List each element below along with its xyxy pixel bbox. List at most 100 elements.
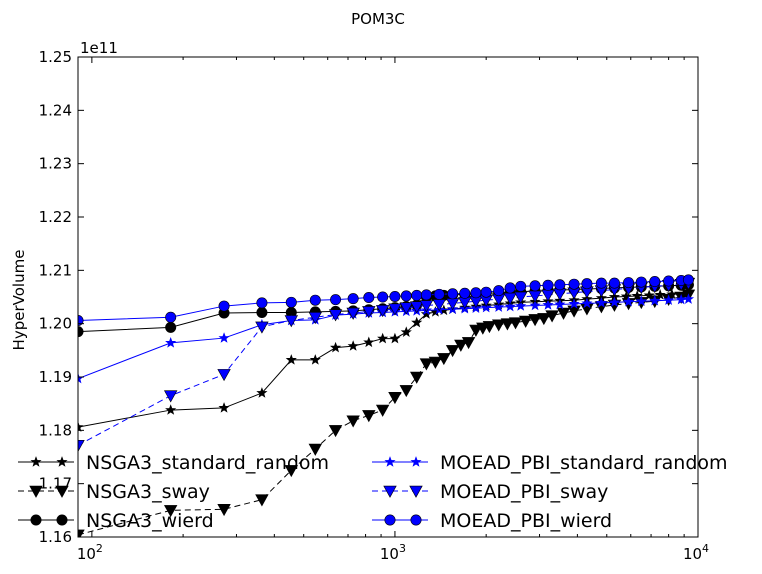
plot-frame — [77, 56, 699, 538]
data-point-nsga3-sway — [461, 337, 476, 350]
data-point-moead-pbi-wierd — [682, 274, 694, 286]
axes: 1.16 1.17 1.18 1.19 1.20 1.21 1.22 1.23 1.24 1.25… — [39, 48, 709, 563]
data-point-moead-pbi-sway — [328, 309, 343, 322]
data-point-nsga3-sway — [346, 415, 360, 428]
y-tick-label: 1.16 — [39, 528, 72, 546]
data-point-moead-pbi-wierd — [389, 290, 401, 302]
data-point-nsga3-sway — [362, 410, 376, 423]
data-point-moead-pbi-wierd — [347, 293, 359, 305]
data-point-moead-pbi-wierd — [330, 294, 342, 306]
data-point-moead-pbi-wierd — [400, 290, 412, 302]
data-point-moead-pbi-wierd — [411, 289, 423, 301]
data-point-moead-pbi-standard-random — [493, 301, 505, 312]
data-point-moead-pbi-sway — [255, 321, 269, 334]
data-point-moead-pbi-wierd — [256, 297, 268, 309]
data-point-moead-pbi-wierd — [493, 285, 505, 297]
data-point-moead-pbi-standard-random — [595, 297, 607, 308]
chart-title: POM3C — [351, 10, 405, 28]
data-point-moead-pbi-wierd — [515, 280, 527, 292]
data-point-nsga3-standard-random — [285, 354, 297, 365]
data-point-moead-pbi-wierd — [504, 282, 516, 294]
legend-item-nsga3-sway: NSGA3_sway — [18, 481, 210, 503]
data-point-nsga3-standard-random — [400, 326, 412, 337]
data-point-moead-pbi-sway — [388, 303, 402, 316]
data-point-nsga3-wierd — [165, 321, 177, 333]
data-point-moead-pbi-wierd — [377, 291, 389, 303]
legend-marker-nsga3-wierd — [56, 514, 68, 526]
data-point-nsga3-sway — [308, 443, 322, 456]
data-point-moead-pbi-standard-random — [635, 295, 647, 307]
data-point-nsga3-sway — [528, 314, 542, 327]
data-point-nsga3-sway — [437, 353, 451, 366]
data-point-moead-pbi-sway — [410, 301, 424, 314]
legend-item-nsga3-standard-random: NSGA3_standard_random — [18, 452, 329, 474]
data-point-moead-pbi-standard-random — [608, 296, 621, 308]
y-tick-label: 1.18 — [39, 421, 72, 439]
legend-label-nsga3-wierd: NSGA3_wierd — [86, 510, 214, 532]
data-point-moead-pbi-standard-random — [504, 300, 516, 312]
data-point-nsga3-standard-random — [165, 404, 177, 415]
data-point-nsga3-sway — [410, 371, 424, 384]
data-point-nsga3-standard-random — [377, 332, 389, 344]
y-tick-label: 1.20 — [39, 315, 72, 333]
legend-marker-nsga3-sway — [29, 485, 43, 498]
data-point-moead-pbi-wierd — [433, 288, 445, 300]
data-point-moead-pbi-wierd — [623, 277, 635, 289]
data-point-moead-pbi-standard-random — [663, 294, 675, 305]
data-point-nsga3-sway — [217, 504, 231, 517]
data-point-nsga3-sway — [469, 324, 483, 337]
legend-marker-nsga3-standard-random — [30, 456, 42, 467]
data-point-moead-pbi-wierd — [595, 277, 607, 289]
data-point-moead-pbi-standard-random — [568, 298, 580, 309]
data-point-nsga3-sway — [500, 318, 515, 331]
data-point-moead-pbi-wierd — [470, 287, 482, 299]
data-point-moead-pbi-standard-random — [529, 299, 541, 311]
legend-marker-moead-pbi-sway — [409, 485, 423, 498]
data-point-moead-pbi-wierd — [663, 275, 675, 287]
data-point-moead-pbi-sway — [163, 390, 178, 403]
data-point-moead-pbi-wierd — [480, 286, 492, 298]
data-point-nsga3-sway — [445, 345, 460, 358]
legend-item-nsga3-wierd: NSGA3_wierd — [18, 510, 214, 532]
data-point-moead-pbi-sway — [513, 291, 528, 304]
x-tick-label: 104 — [683, 542, 709, 563]
data-point-moead-pbi-standard-random — [622, 295, 635, 307]
data-point-nsga3-sway — [399, 385, 413, 398]
data-point-moead-pbi-standard-random — [581, 297, 593, 309]
data-point-nsga3-standard-random — [78, 421, 84, 432]
data-point-nsga3-sway — [78, 529, 85, 537]
data-point-nsga3-standard-random — [420, 308, 432, 319]
data-point-moead-pbi-wierd — [608, 277, 620, 289]
data-point-moead-pbi-standard-random — [480, 301, 492, 313]
legend-label-nsga3-sway: NSGA3_sway — [86, 481, 210, 503]
data-point-moead-pbi-sway — [362, 306, 376, 319]
data-point-nsga3-standard-random — [256, 387, 268, 398]
y-tick-label: 1.21 — [39, 261, 72, 279]
data-point-nsga3-sway — [428, 356, 443, 369]
data-point-nsga3-sway — [255, 494, 269, 507]
data-point-nsga3-standard-random — [309, 354, 321, 365]
legend-item-moead-pbi-standard-random: MOEAD_PBI_standard_random — [372, 452, 728, 474]
data-point-moead-pbi-sway — [419, 300, 434, 313]
data-point-moead-pbi-wierd — [542, 279, 554, 291]
data-point-nsga3-sway — [454, 339, 468, 352]
data-point-moead-pbi-standard-random — [165, 337, 177, 348]
legend-marker-nsga3-wierd — [30, 514, 42, 526]
data-point-nsga3-sway — [163, 505, 178, 518]
y-tick-label: 1.23 — [39, 155, 72, 173]
legend-label-moead-pbi-sway: MOEAD_PBI_sway — [440, 481, 608, 503]
data-point-nsga3-sway — [482, 321, 497, 334]
legend-item-moead-pbi-sway: MOEAD_PBI_sway — [372, 481, 608, 503]
legend-marker-moead-pbi-wierd — [410, 514, 422, 526]
legend-marker-nsga3-standard-random — [56, 456, 68, 467]
data-point-moead-pbi-wierd — [285, 296, 297, 308]
legend-label-nsga3-standard-random: NSGA3_standard_random — [86, 452, 329, 474]
x-tick-label: 102 — [77, 542, 103, 563]
data-point-moead-pbi-sway — [217, 369, 231, 382]
data-point-nsga3-sway — [518, 315, 533, 328]
legend-marker-nsga3-sway — [55, 485, 69, 498]
legend-marker-moead-pbi-sway — [383, 485, 397, 498]
data-point-moead-pbi-standard-random — [515, 300, 527, 311]
data-point-moead-pbi-wierd — [309, 294, 321, 306]
